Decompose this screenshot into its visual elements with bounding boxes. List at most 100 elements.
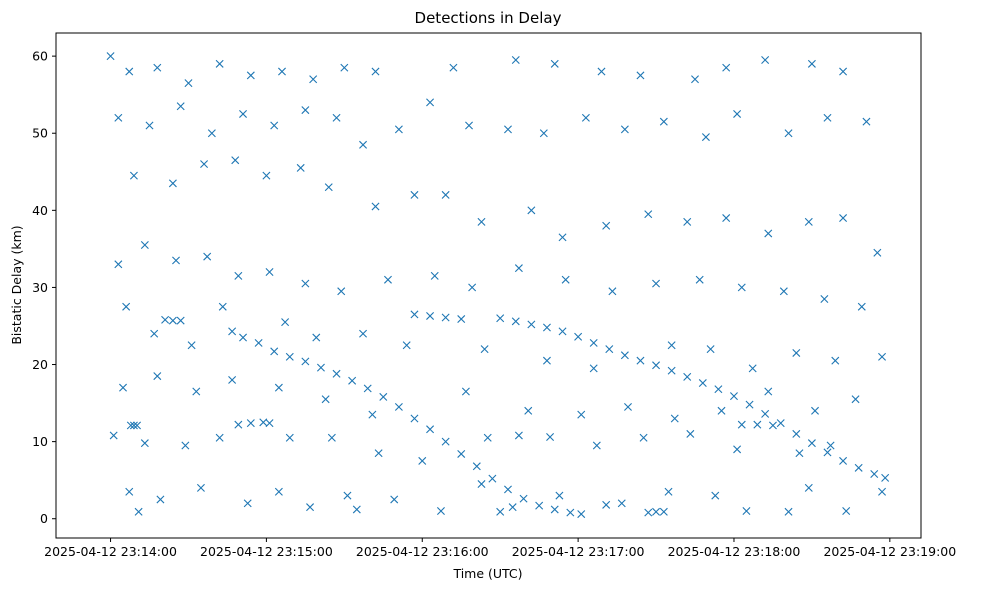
detection-point [581, 113, 590, 122]
detection-point [181, 441, 190, 450]
detection-point [695, 275, 704, 284]
x-tick-label: 2025-04-12 23:17:00 [512, 544, 645, 559]
detection-point [274, 383, 283, 392]
detection-point [764, 229, 773, 238]
detection-point [659, 507, 668, 516]
detection-point [161, 315, 170, 324]
detection-point [823, 448, 832, 457]
detection-point [246, 71, 255, 80]
detection-point [114, 113, 123, 122]
detection-point [826, 441, 835, 450]
detection-point [592, 441, 601, 450]
x-tick-label: 2025-04-12 23:16:00 [356, 544, 489, 559]
detection-point [239, 109, 248, 118]
detection-point [231, 156, 240, 165]
detection-point [207, 129, 216, 138]
detection-point [133, 421, 142, 430]
detection-point [285, 433, 294, 442]
detection-point [542, 323, 551, 332]
detection-point [753, 420, 762, 429]
detection-point [839, 214, 848, 223]
detection-point [324, 183, 333, 192]
detection-point [379, 392, 388, 401]
detection-point [301, 357, 310, 366]
detection-point [337, 287, 346, 296]
detection-point [729, 392, 738, 401]
detection-point [620, 125, 629, 134]
detection-point [254, 338, 263, 347]
detection-point [265, 268, 274, 276]
detection-point [784, 129, 793, 138]
detection-point [140, 439, 149, 448]
detection-point [176, 316, 185, 325]
detection-point [371, 202, 380, 211]
y-tick-label: 20 [32, 357, 48, 372]
detection-point [779, 287, 788, 296]
detection-point [511, 317, 520, 326]
detection-point [644, 508, 653, 517]
y-tick-label: 40 [32, 203, 48, 218]
detection-point [129, 421, 138, 430]
detection-point [589, 338, 598, 347]
detection-point [768, 421, 777, 430]
detection-point [106, 52, 115, 61]
x-axis-label: Time (UTC) [452, 566, 522, 581]
detection-point [496, 314, 505, 323]
detection-point [795, 449, 804, 458]
detection-point [524, 406, 533, 415]
detection-point [441, 190, 450, 199]
detection-point [558, 233, 567, 242]
detection-point [503, 125, 512, 134]
detection-point [480, 345, 489, 354]
y-tick-label: 10 [32, 434, 48, 449]
detection-point [150, 329, 159, 338]
detection-point [683, 217, 692, 226]
detection-point [343, 491, 352, 500]
detection-point [691, 75, 699, 84]
detection-point [153, 372, 162, 381]
detection-point [418, 456, 427, 465]
detection-point [457, 449, 466, 458]
detection-point [792, 429, 801, 438]
detection-point [851, 395, 860, 404]
detection-point [644, 210, 653, 219]
detection-point [426, 98, 435, 107]
y-tick-label: 30 [32, 280, 48, 295]
detection-point [717, 406, 726, 415]
detection-point [639, 433, 648, 442]
y-tick-label: 60 [32, 49, 48, 64]
x-axis-ticks: 2025-04-12 23:14:00 2025-04-12 23:15:00 20… [44, 538, 956, 559]
detection-point [488, 474, 497, 483]
detection-point [514, 431, 523, 440]
detection-point [327, 433, 336, 442]
detection-point [667, 366, 676, 375]
detection-point [597, 67, 606, 76]
detection-point [878, 352, 887, 361]
detection-point [168, 316, 177, 325]
detection-point [352, 505, 361, 514]
detection-point [670, 414, 679, 423]
detection-point [394, 125, 403, 134]
detection-point [577, 510, 586, 519]
y-axis-ticks: 0 10 20 30 40 50 60 [32, 49, 56, 526]
detection-point [842, 507, 851, 516]
detection-point [745, 400, 754, 409]
detection-point [125, 487, 134, 496]
detection-point [239, 333, 248, 342]
detection-point [285, 352, 294, 361]
detection-point [862, 117, 871, 126]
detection-point [823, 113, 832, 122]
detection-point [270, 347, 279, 356]
detection-point [574, 332, 583, 341]
detection-point [652, 361, 661, 370]
detection-point [374, 449, 383, 458]
x-tick-label: 2025-04-12 23:19:00 [823, 544, 956, 559]
detection-point [558, 327, 567, 336]
detection-point [368, 410, 377, 419]
detection-point [359, 140, 368, 149]
detection-point [134, 507, 143, 516]
detection-point [742, 507, 751, 516]
detection-point [301, 106, 310, 115]
detection-point [270, 121, 279, 130]
